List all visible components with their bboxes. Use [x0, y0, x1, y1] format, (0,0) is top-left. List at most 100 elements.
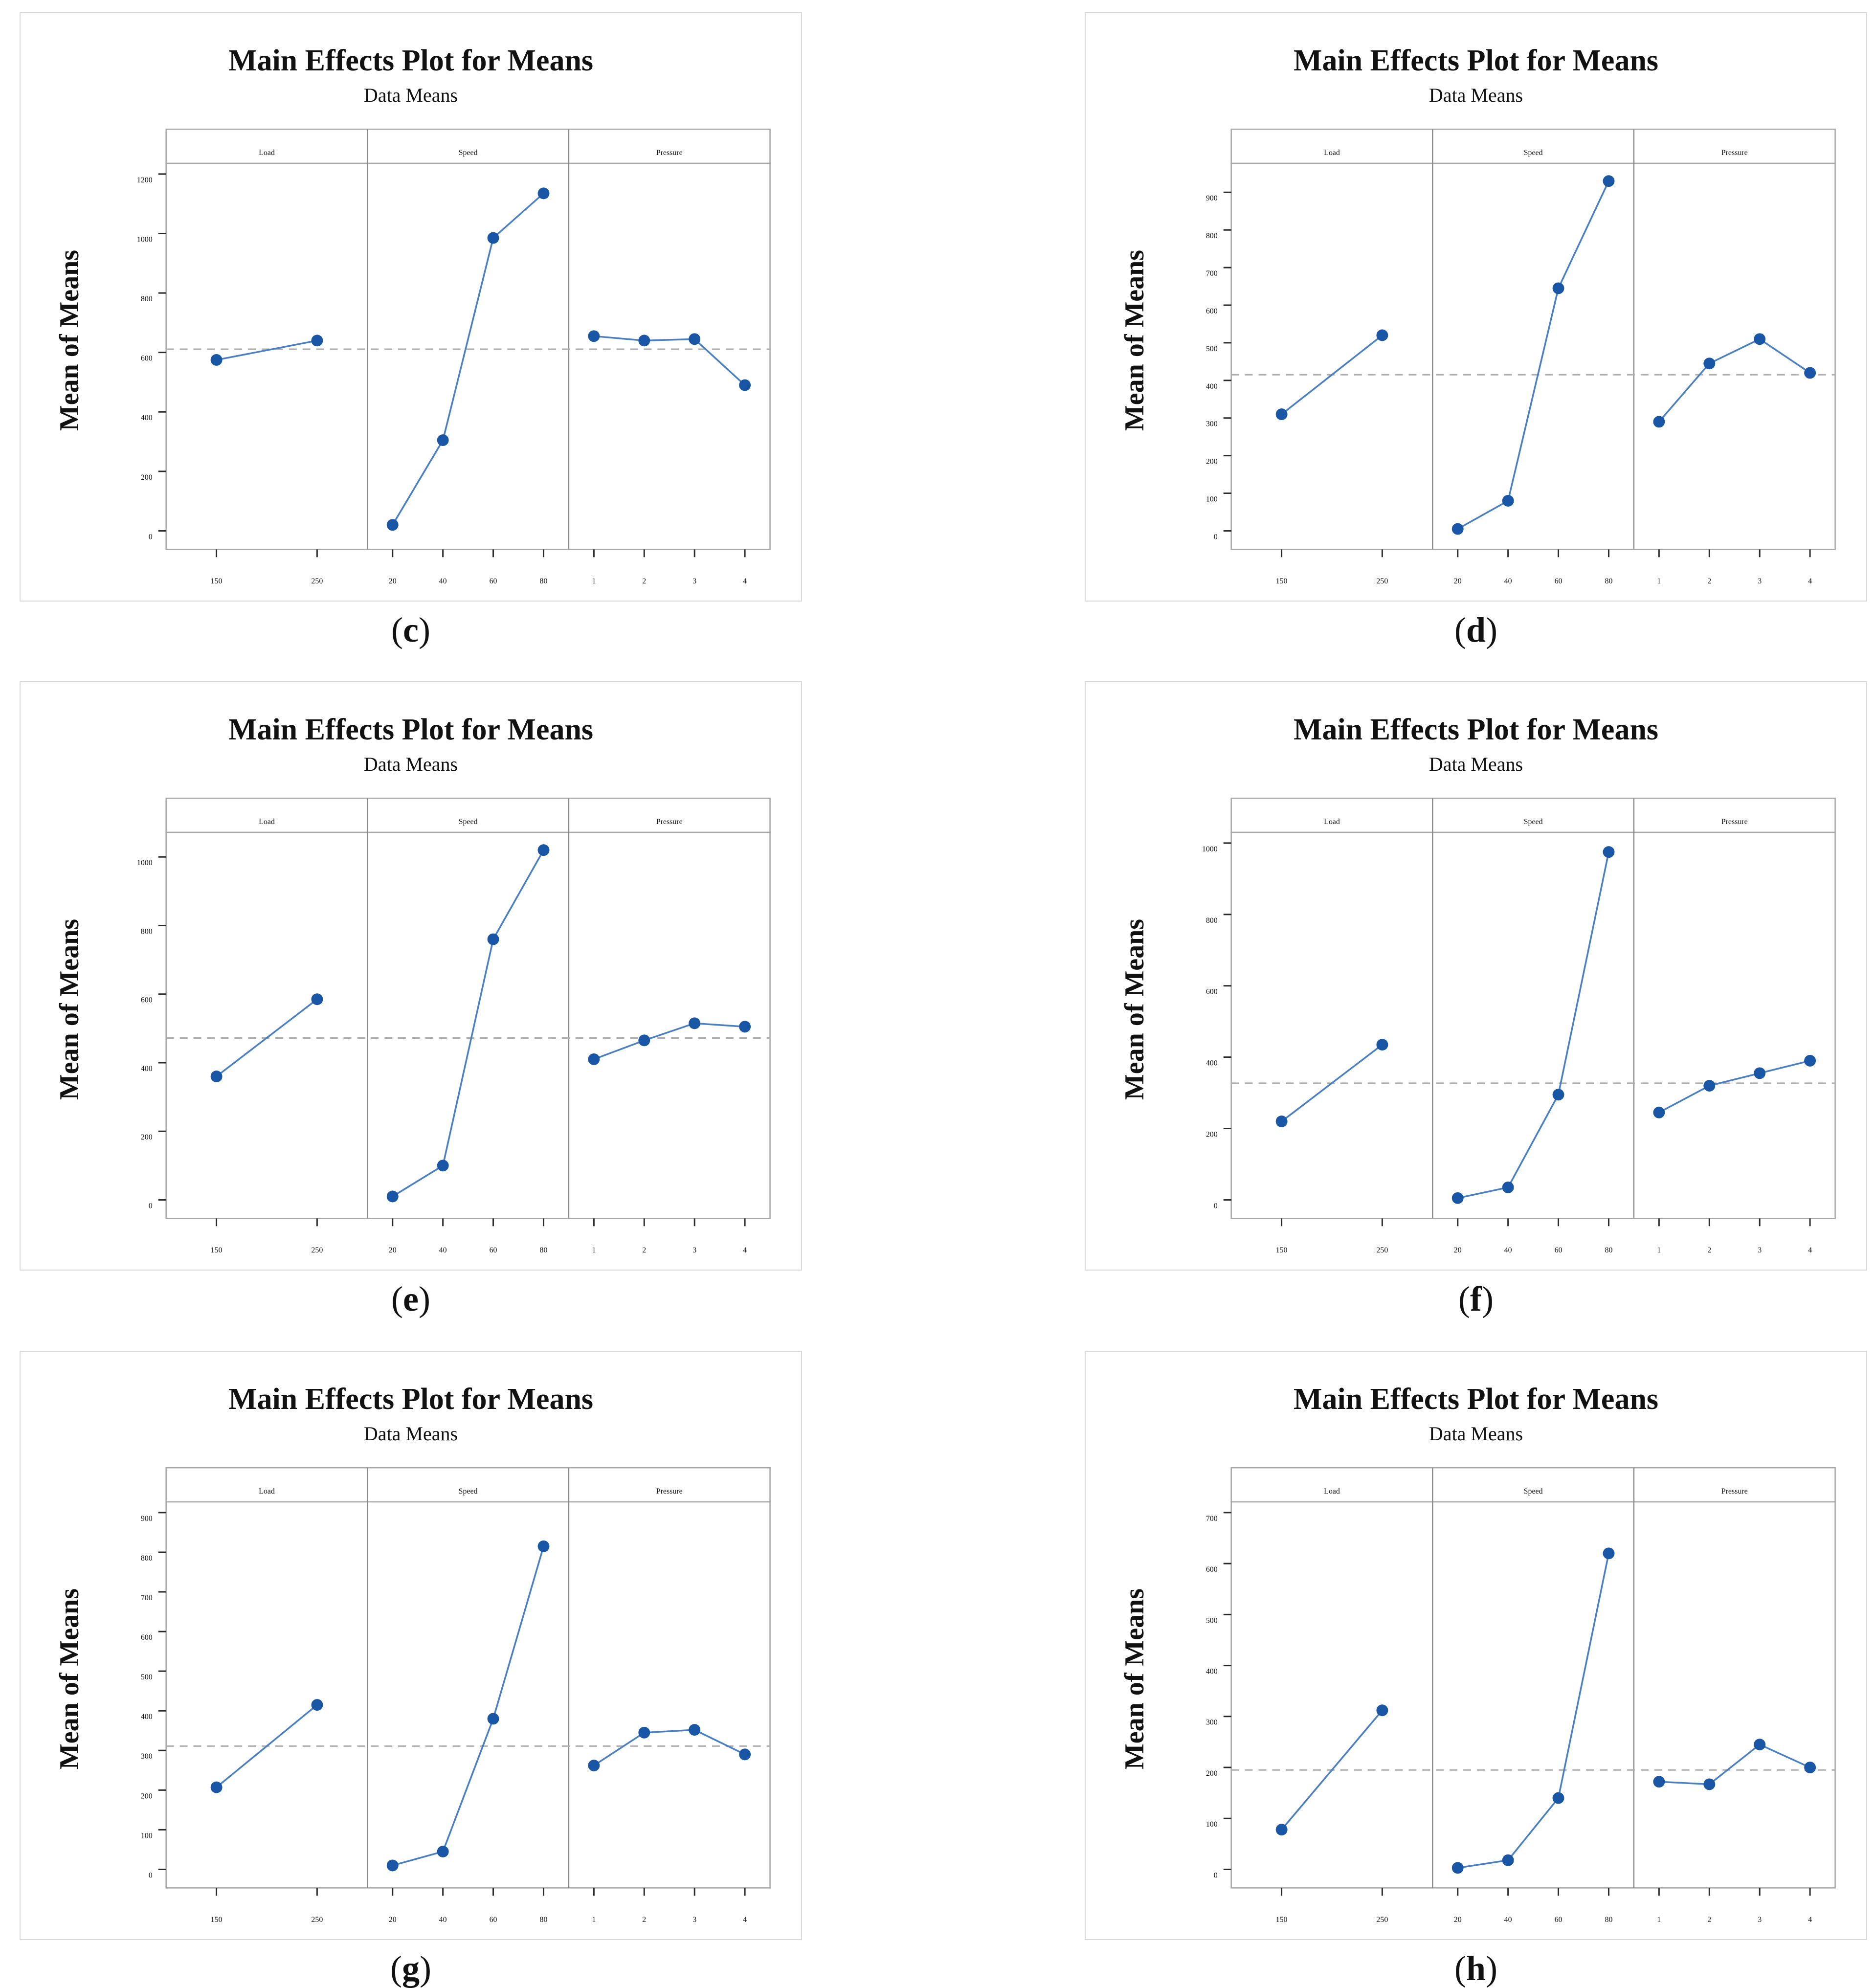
svg-text:60: 60 [1555, 577, 1562, 585]
svg-text:1: 1 [592, 1246, 596, 1254]
svg-text:3: 3 [1758, 1246, 1762, 1254]
svg-text:600: 600 [141, 996, 153, 1005]
caption-g: (g) [20, 1951, 802, 1986]
svg-text:40: 40 [1504, 1916, 1512, 1924]
svg-text:Load: Load [259, 1487, 275, 1496]
chart-subtitle: Data Means [1429, 84, 1523, 106]
svg-text:1200: 1200 [137, 176, 153, 184]
plot-canvas-e: Load Speed Pressure 0 200 400 600 800 1000 150 250… [137, 797, 771, 1254]
y-axis-label: Mean of Means [1119, 918, 1150, 1100]
chart-subtitle: Data Means [363, 84, 458, 106]
svg-text:3: 3 [692, 577, 696, 585]
chart-title: Main Effects Plot for Means [228, 44, 594, 77]
svg-text:1: 1 [592, 577, 596, 585]
svg-text:500: 500 [1206, 345, 1218, 353]
panel-g: Load Speed Pressure 0 100 200 300 400 500 600 700 8… [20, 1351, 802, 1986]
caption-c: (c) [20, 612, 802, 648]
plot-canvas-c: Load Speed Pressure 0 200 400 600 800 1000 1200 15… [137, 128, 771, 585]
svg-text:150: 150 [1276, 1916, 1288, 1924]
svg-text:80: 80 [540, 577, 548, 585]
svg-text:20: 20 [1454, 1916, 1462, 1924]
svg-text:900: 900 [1206, 194, 1218, 202]
svg-text:2: 2 [1707, 577, 1711, 585]
caption-f: (f) [1085, 1281, 1867, 1317]
caption-e: (e) [20, 1281, 802, 1317]
svg-text:Load: Load [1324, 818, 1340, 826]
svg-text:400: 400 [141, 414, 153, 422]
svg-text:200: 200 [1206, 1769, 1218, 1778]
svg-text:4: 4 [1808, 577, 1812, 585]
svg-text:300: 300 [141, 1752, 153, 1761]
svg-text:600: 600 [1206, 307, 1218, 315]
caption-paren-open: ( [390, 1949, 402, 1988]
svg-text:800: 800 [141, 927, 153, 936]
svg-text:20: 20 [389, 577, 397, 585]
caption-paren-close: ) [418, 610, 430, 649]
svg-text:Pressure: Pressure [656, 818, 683, 826]
svg-text:800: 800 [141, 1554, 153, 1563]
caption-letter: c [403, 610, 419, 649]
svg-text:60: 60 [490, 577, 497, 585]
svg-text:250: 250 [1376, 577, 1388, 585]
svg-text:2: 2 [1707, 1246, 1711, 1254]
svg-text:Speed: Speed [459, 818, 478, 826]
y-axis-label: Mean of Means [54, 1588, 85, 1770]
caption-paren-close: ) [1481, 1279, 1494, 1318]
svg-text:100: 100 [141, 1832, 153, 1840]
svg-text:1: 1 [1657, 1916, 1661, 1924]
svg-text:100: 100 [1206, 495, 1218, 504]
svg-text:900: 900 [141, 1515, 153, 1523]
panel-e: Load Speed Pressure 0 200 400 600 800 1000 150 250… [20, 681, 802, 1317]
svg-text:300: 300 [1206, 1719, 1218, 1727]
svg-text:Load: Load [259, 818, 275, 826]
svg-text:1: 1 [1657, 577, 1661, 585]
svg-text:200: 200 [141, 1133, 153, 1141]
svg-text:150: 150 [1276, 577, 1288, 585]
svg-text:400: 400 [1206, 1668, 1218, 1676]
svg-text:0: 0 [1214, 533, 1218, 541]
svg-text:250: 250 [311, 1916, 323, 1924]
svg-text:80: 80 [1605, 1246, 1613, 1254]
svg-text:80: 80 [1605, 1916, 1613, 1924]
chart-c: Load Speed Pressure 0 200 400 600 800 1000 1200 15… [20, 12, 802, 602]
svg-text:600: 600 [1206, 988, 1218, 996]
svg-text:80: 80 [1605, 577, 1613, 585]
svg-text:400: 400 [1206, 382, 1218, 391]
svg-text:800: 800 [1206, 916, 1218, 925]
svg-text:200: 200 [141, 1792, 153, 1800]
svg-text:Speed: Speed [459, 1487, 478, 1496]
svg-text:2: 2 [642, 1916, 646, 1924]
svg-text:2: 2 [1707, 1916, 1711, 1924]
svg-text:20: 20 [1454, 577, 1462, 585]
svg-text:150: 150 [211, 1916, 223, 1924]
caption-d: (d) [1085, 612, 1867, 648]
svg-text:700: 700 [1206, 269, 1218, 278]
caption-paren-close: ) [418, 1279, 430, 1318]
svg-text:1000: 1000 [137, 235, 153, 244]
svg-text:500: 500 [141, 1673, 153, 1681]
svg-text:500: 500 [1206, 1616, 1218, 1625]
caption-paren-close: ) [1486, 1949, 1497, 1988]
chart-subtitle: Data Means [363, 1423, 458, 1445]
svg-text:1000: 1000 [1202, 845, 1218, 853]
svg-text:Load: Load [1324, 149, 1340, 157]
chart-subtitle: Data Means [363, 753, 458, 775]
panel-c: Load Speed Pressure 0 200 400 600 800 1000 1200 15… [20, 12, 802, 648]
svg-text:150: 150 [211, 1246, 223, 1254]
caption-letter: e [403, 1279, 419, 1318]
svg-text:150: 150 [1276, 1246, 1288, 1254]
svg-text:0: 0 [149, 533, 153, 541]
svg-text:Load: Load [1324, 1487, 1340, 1496]
y-axis-label: Mean of Means [54, 249, 85, 431]
svg-text:3: 3 [1758, 1916, 1762, 1924]
svg-text:20: 20 [389, 1246, 397, 1254]
y-axis-label: Mean of Means [1119, 1588, 1150, 1770]
chart-f: Load Speed Pressure 0 200 400 600 800 1000 150 250… [1085, 681, 1867, 1271]
svg-text:Pressure: Pressure [1721, 818, 1748, 826]
svg-text:300: 300 [1206, 420, 1218, 428]
svg-text:1: 1 [1657, 1246, 1661, 1254]
svg-text:3: 3 [1758, 577, 1762, 585]
chart-title: Main Effects Plot for Means [228, 1383, 594, 1416]
svg-text:80: 80 [540, 1246, 548, 1254]
